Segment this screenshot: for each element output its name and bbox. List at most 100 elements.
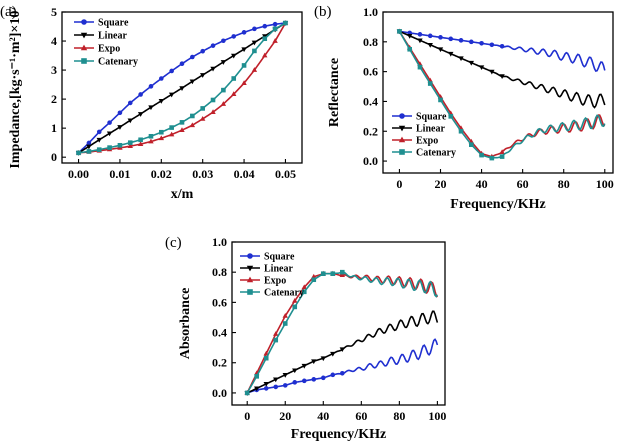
- legend-label-linear: Linear: [416, 124, 445, 135]
- data-point-square: [107, 120, 112, 125]
- panel-b-reflectance-chart: 0 20 40 60 80 100 0.0 0.2 0.4 0.6 0.8 1.0 Frequency/…: [314, 4, 614, 212]
- legend-marker-expo: [246, 276, 254, 283]
- series-linear: [244, 310, 439, 396]
- data-point-catenary: [489, 155, 495, 161]
- data-point-linear: [189, 79, 196, 85]
- legend-marker-catenary: [399, 149, 405, 155]
- data-point-linear: [241, 47, 247, 53]
- data-point-catenary: [159, 129, 164, 135]
- data-point-square: [127, 100, 133, 106]
- data-point-expo: [158, 135, 165, 141]
- data-point-square: [427, 33, 433, 39]
- y-tick-label: 5: [51, 5, 57, 19]
- y-tick-label: 0.8: [363, 35, 378, 49]
- y-tick-label: 1.0: [212, 235, 227, 249]
- legend-label-catenary: Catenary: [264, 288, 304, 299]
- data-point-catenary: [241, 63, 247, 68]
- data-point-linear: [448, 51, 454, 57]
- data-point-square: [417, 32, 423, 37]
- data-point-square: [263, 386, 269, 391]
- legend-marker-square: [247, 253, 253, 259]
- series-catenary: [76, 20, 288, 156]
- data-point-catenary: [301, 289, 307, 295]
- data-point-linear: [273, 377, 279, 383]
- data-point-linear: [137, 112, 144, 117]
- data-point-catenary: [479, 152, 484, 158]
- data-point-square: [138, 92, 143, 97]
- legend-marker-square: [399, 113, 405, 119]
- data-point-linear: [489, 69, 495, 75]
- data-point-square: [273, 384, 279, 390]
- plot-frame: [382, 11, 614, 174]
- data-point-expo: [292, 297, 298, 303]
- data-point-linear: [106, 131, 113, 137]
- x-tick-label: 0.01: [109, 167, 130, 181]
- series-square: [76, 20, 288, 156]
- data-point-expo: [251, 67, 258, 72]
- legend-label-linear: Linear: [264, 264, 293, 275]
- data-point-expo: [301, 284, 307, 290]
- legend-marker-expo: [80, 44, 88, 51]
- data-point-catenary: [448, 114, 454, 119]
- data-point-linear: [251, 40, 258, 46]
- data-point-expo: [220, 101, 227, 106]
- data-point-catenary: [127, 140, 133, 145]
- data-point-linear: [263, 382, 269, 387]
- data-point-square: [292, 380, 298, 385]
- data-point-expo: [241, 80, 247, 85]
- data-point-square: [458, 38, 464, 43]
- x-tick-label: 60: [517, 177, 529, 191]
- data-point-square: [117, 110, 123, 116]
- legend-label-catenary: Catenary: [416, 148, 456, 159]
- y-tick-label: 0.4: [363, 94, 378, 108]
- x-tick-label: 0.04: [234, 167, 255, 181]
- data-point-catenary: [169, 125, 174, 130]
- y-tick-label: 1.0: [363, 5, 378, 19]
- legend-marker-catenary: [247, 289, 253, 295]
- x-tick-label: 0.00: [68, 167, 89, 181]
- data-point-catenary: [231, 76, 237, 81]
- data-point-catenary: [458, 128, 464, 134]
- data-point-expo: [168, 131, 175, 137]
- y-tick-label: 4: [51, 34, 57, 48]
- data-point-square: [169, 68, 174, 74]
- data-point-linear: [220, 60, 227, 65]
- data-point-expo: [137, 141, 144, 146]
- data-point-expo: [231, 91, 237, 97]
- data-point-catenary: [117, 142, 123, 148]
- legend-marker-linear: [246, 265, 254, 272]
- data-point-square: [190, 54, 195, 60]
- x-tick-label: 20: [435, 177, 447, 191]
- data-point-linear: [330, 351, 336, 357]
- y-axis-label: Reflectance: [327, 58, 342, 127]
- x-tick-label: 100: [596, 177, 614, 191]
- x-axis-label: x/m: [171, 187, 194, 202]
- legend-marker-linear: [398, 125, 406, 132]
- data-point-catenary: [292, 304, 298, 310]
- data-point-square: [221, 38, 226, 44]
- data-point-linear: [179, 86, 185, 91]
- data-point-square: [438, 35, 443, 40]
- data-point-square: [282, 383, 288, 388]
- y-tick-label: 0.0: [212, 386, 227, 400]
- data-point-expo: [282, 313, 288, 318]
- data-point-catenary: [96, 147, 102, 152]
- legend-marker-square: [81, 19, 87, 25]
- data-point-catenary: [107, 145, 112, 150]
- series-catenary: [397, 29, 606, 161]
- data-point-catenary: [340, 269, 345, 275]
- data-point-square: [499, 43, 505, 49]
- legend-label-linear: Linear: [98, 31, 127, 42]
- data-point-expo: [148, 138, 154, 144]
- data-point-square: [340, 371, 345, 376]
- data-point-catenary: [263, 355, 269, 361]
- data-point-linear: [339, 347, 346, 353]
- data-point-expo: [179, 127, 185, 133]
- data-point-catenary: [407, 46, 412, 52]
- data-point-linear: [437, 47, 444, 53]
- data-point-catenary: [397, 29, 402, 34]
- x-axis-label: Frequency/KHz: [450, 197, 545, 212]
- data-point-expo: [272, 38, 278, 43]
- data-point-square: [231, 34, 237, 39]
- data-point-catenary: [76, 150, 81, 156]
